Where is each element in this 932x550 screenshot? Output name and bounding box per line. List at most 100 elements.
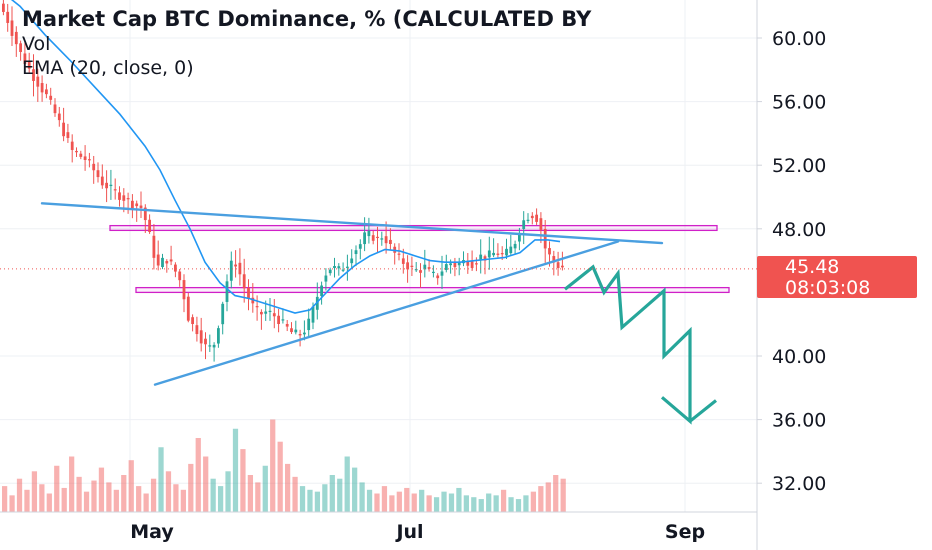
volume-bar [240,449,246,512]
candle-body [268,310,272,313]
candle-body [225,281,229,302]
volume-bar [54,465,60,512]
volume-bar [232,428,239,512]
candle-body [307,318,311,331]
volume-bar [277,441,283,512]
volume-bar [396,491,402,512]
volume-bar [523,495,529,512]
axes: 60.00 56.00 52.00 48.00 40.00 36.00 32.00 May Ju… [0,0,826,550]
candle-body [169,259,173,262]
volume-bar [329,475,335,512]
candle-body [294,329,298,333]
volume-bar [98,467,105,512]
volume-bar [381,486,388,512]
candle-body [234,264,237,267]
candle-body [14,31,18,45]
candle-body [156,254,160,266]
candle-body [242,274,246,289]
candle-body [358,244,362,249]
candle-body [419,270,422,273]
y-tick-label: 60.00 [772,28,826,50]
volume-bar [195,438,201,512]
volume-bar [500,489,507,512]
candle-body [109,184,113,187]
candle-body [165,261,169,264]
trendlines[interactable] [40,202,664,386]
candle-body [500,253,504,255]
candle-body [371,235,375,241]
candle-body [277,315,280,325]
volume-bar [299,486,306,512]
ema-line [10,0,561,314]
candle-body [49,95,53,100]
volume-bar [292,476,298,512]
volume-bar [128,460,134,512]
candle-body [285,324,289,327]
candle-body [320,285,323,297]
ema-polyline [10,0,561,314]
candle-body [221,303,225,325]
candle-body [40,83,44,93]
y-tick-label: 32.00 [772,473,826,495]
candle-body [122,195,126,201]
candle-body [195,325,199,335]
candle-body [380,238,384,240]
candle-body [92,163,96,171]
candle-body [139,205,143,209]
candle-body [53,104,57,114]
candle-body [513,243,517,249]
volume-bar [188,463,194,512]
volume-bar [493,495,499,512]
candle-body [475,263,478,265]
volume-bar [106,482,112,512]
y-tick-label: 52.00 [772,155,826,177]
candle-body [186,296,190,321]
volume-bars [2,419,566,512]
volume-bar [426,495,432,512]
candle-body [457,262,461,266]
volume-bar [515,499,522,512]
candle-body [487,250,491,258]
candle-body [19,43,22,52]
candle-body [152,235,156,258]
volume-bar [173,484,179,512]
candle-body [281,319,285,321]
candle-body [496,253,500,255]
candle-body [208,345,212,347]
candle-body [182,280,186,300]
candle-body [414,269,418,271]
volume-bar [359,482,365,512]
volume-bar [69,456,75,512]
candle-body [32,69,35,81]
candle-body [100,176,104,186]
candle-body [328,269,332,274]
candle-body [530,215,534,219]
candle-body [2,3,5,12]
candle-body [247,287,250,299]
candle-body [333,266,336,269]
candle-body [10,20,14,36]
volume-bar [203,456,209,512]
candle-body [324,275,328,282]
rising-support-trendline [153,240,620,386]
projection-path[interactable] [564,264,717,425]
volume-bar [366,489,373,512]
candle-body [6,11,10,23]
candle-body [79,153,83,157]
volume-bar [61,487,67,512]
volume-bar [210,478,216,512]
candle-body [23,53,27,64]
volume-bar [307,489,313,512]
lower-zone [135,286,730,294]
candle-body [440,271,444,276]
candle-body [453,262,457,268]
candle-body [66,132,70,138]
candle-body [552,256,556,263]
candle-body [217,328,220,344]
candle-body [260,311,263,315]
volume-bar [247,475,254,512]
candle-body [363,232,366,245]
candle-body [556,262,560,269]
candle-body [36,76,40,87]
